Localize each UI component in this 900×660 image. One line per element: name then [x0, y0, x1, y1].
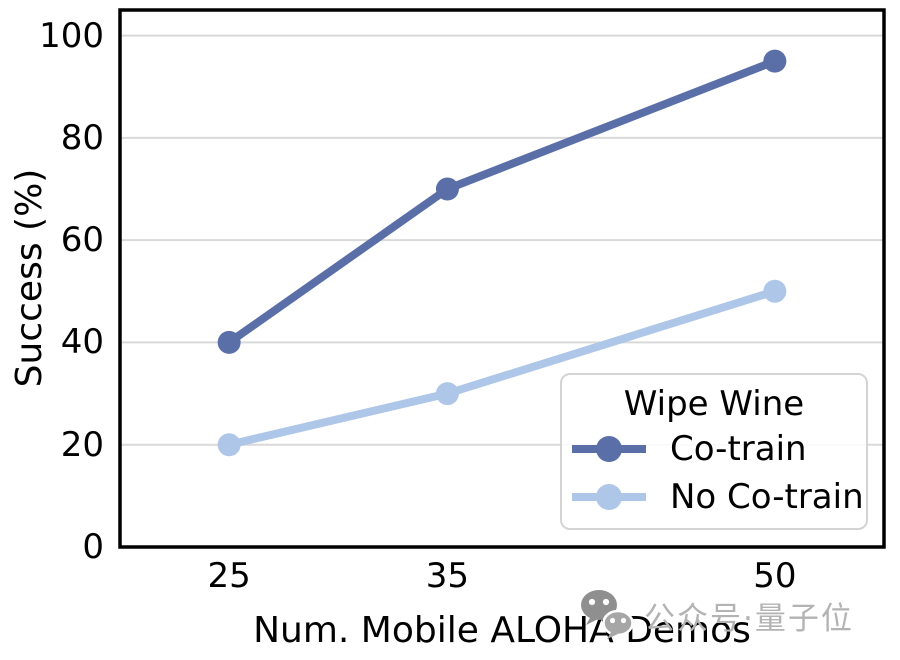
- y-axis-label: Success (%): [9, 168, 50, 388]
- data-point-marker: [763, 49, 787, 73]
- data-point-marker: [435, 177, 459, 201]
- legend-label: Co-train: [670, 429, 807, 469]
- data-point-marker: [435, 382, 459, 406]
- y-tick-label: 100: [39, 15, 104, 56]
- legend-label: No Co-train: [670, 477, 864, 517]
- axes-frame: [118, 8, 886, 549]
- x-tick-label: 50: [753, 556, 797, 596]
- watermark: 公众号·量子位: [578, 588, 854, 642]
- y-tick-label: 40: [60, 322, 104, 363]
- data-point-marker: [217, 433, 241, 457]
- legend: Wipe Wine Co-train No Co-train: [560, 373, 868, 530]
- data-point-marker: [763, 279, 787, 303]
- legend-items: Co-train No Co-train: [562, 425, 866, 521]
- legend-row: Co-train: [562, 425, 866, 473]
- x-axis-label: Num. Mobile ALOHA Demos: [253, 610, 751, 651]
- legend-line-sample: [572, 436, 646, 462]
- legend-title: Wipe Wine: [623, 384, 805, 424]
- y-tick-label: 20: [60, 424, 104, 465]
- watermark-text: 公众号·量子位: [644, 600, 854, 637]
- legend-line-sample: [572, 484, 646, 510]
- x-tick-label: 25: [207, 556, 251, 596]
- y-tick-label: 60: [60, 220, 104, 261]
- data-point-marker: [217, 330, 241, 354]
- wechat-icon: [581, 590, 634, 639]
- x-tick-label: 35: [425, 556, 470, 596]
- series-line: [225, 57, 779, 347]
- legend-row: No Co-train: [562, 473, 866, 521]
- y-tick-label: 80: [60, 117, 104, 158]
- y-tick-label: 0: [82, 527, 104, 567]
